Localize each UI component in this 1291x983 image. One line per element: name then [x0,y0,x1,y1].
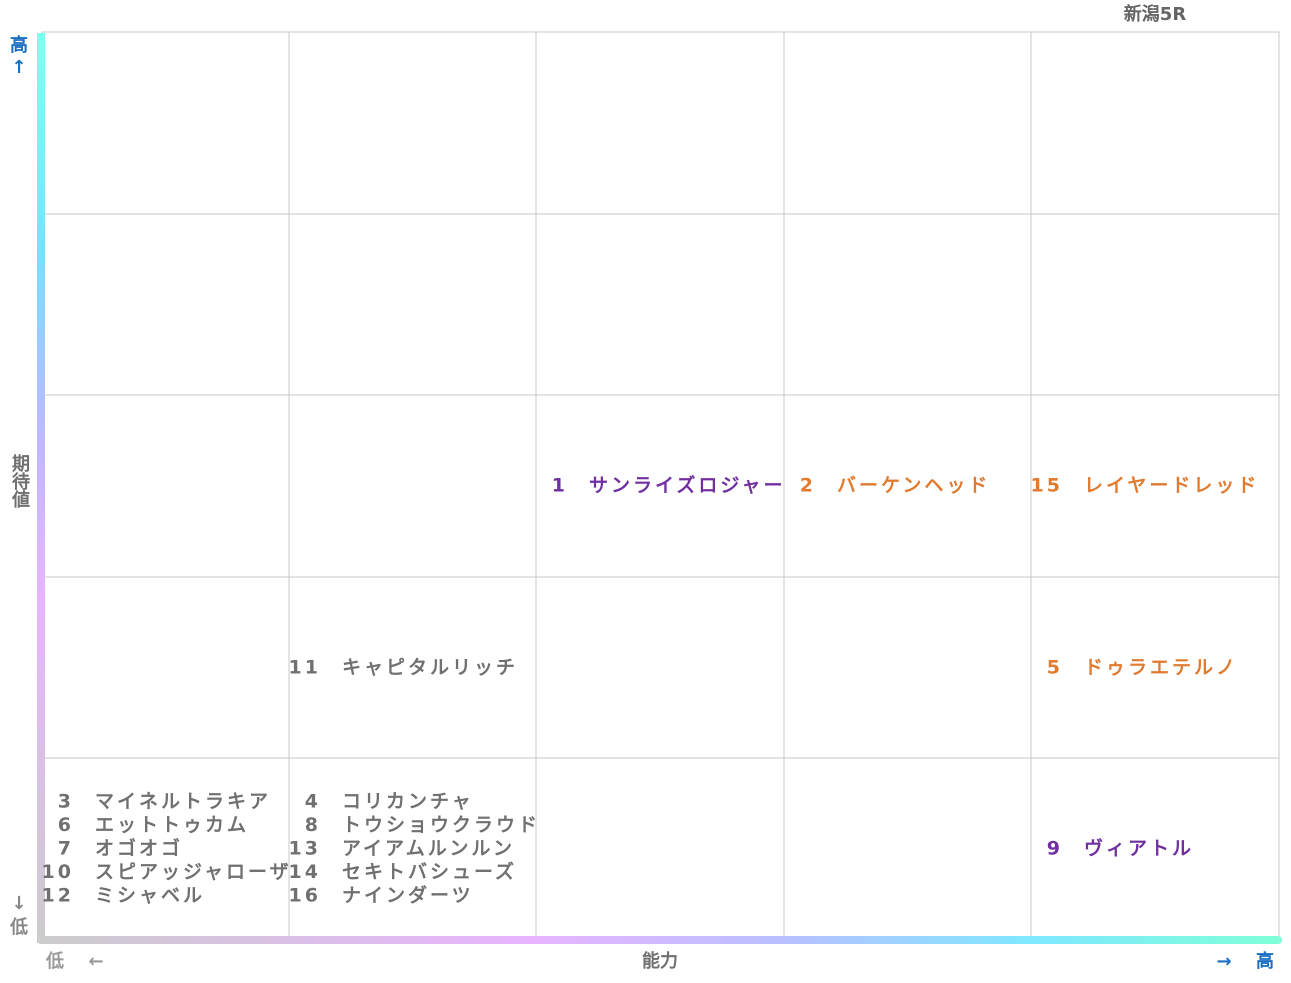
horse-name: バーケンヘッド [837,474,990,496]
horse-name: エットトゥカム [95,814,249,836]
x-high: 高 [1256,950,1274,972]
horse-name: ドゥラエテルノ [1084,656,1238,678]
horse-name: コリカンチャ [342,790,474,812]
horse-name: ヴィアトル [1084,836,1194,859]
horse-name: スピアッジャローザ [95,861,292,883]
horse-name: レイヤードレッド [1084,474,1259,496]
y-low-arrow: ↓ [11,893,26,914]
y-high-arrow: ↑ [11,57,26,78]
horse-name: ミシャベル [95,884,205,906]
y-label: 期待値 [9,454,31,509]
horse-number: 14 [289,861,321,883]
horse-name: アイアムルンルン [342,837,515,859]
x-low: 低 [45,950,64,972]
x-high-arrow: → [1216,951,1231,972]
title: 新潟5R [1124,3,1187,25]
horse-number: 16 [289,884,321,906]
horse-number: 5 [1047,656,1063,678]
horse-number: 4 [305,790,321,812]
horse-number: 11 [289,656,321,678]
horse-name: オゴオゴ [95,836,183,859]
y-low: 低 [9,916,28,938]
horse-name: マイネルトラキア [95,790,271,812]
horse-number: 7 [58,837,74,859]
horse-number: 3 [58,790,74,812]
horse-number: 15 [1031,474,1063,496]
horse-number: 1 [552,474,568,496]
horse-number: 2 [800,474,816,496]
horse-number: 13 [289,837,321,859]
horse-number: 6 [58,814,74,836]
x-axis-bar [37,936,1282,944]
horse-name: セキトバシューズ [342,860,517,883]
horse-number: 9 [1047,837,1063,859]
horse-name: サンライズロジャー [589,473,785,496]
horse-name: キャピタルリッチ [342,656,518,678]
horse-number: 8 [305,814,321,836]
y-high: 高 [10,34,28,56]
y-axis-bar [37,33,45,943]
horse-number: 12 [42,884,74,906]
horse-number: 10 [42,861,74,883]
horse-name: トウショウクラウド [342,814,540,836]
horse-name: ナインダーツ [342,883,474,906]
x-label: 能力 [642,950,678,972]
x-low-arrow: ← [88,951,103,972]
